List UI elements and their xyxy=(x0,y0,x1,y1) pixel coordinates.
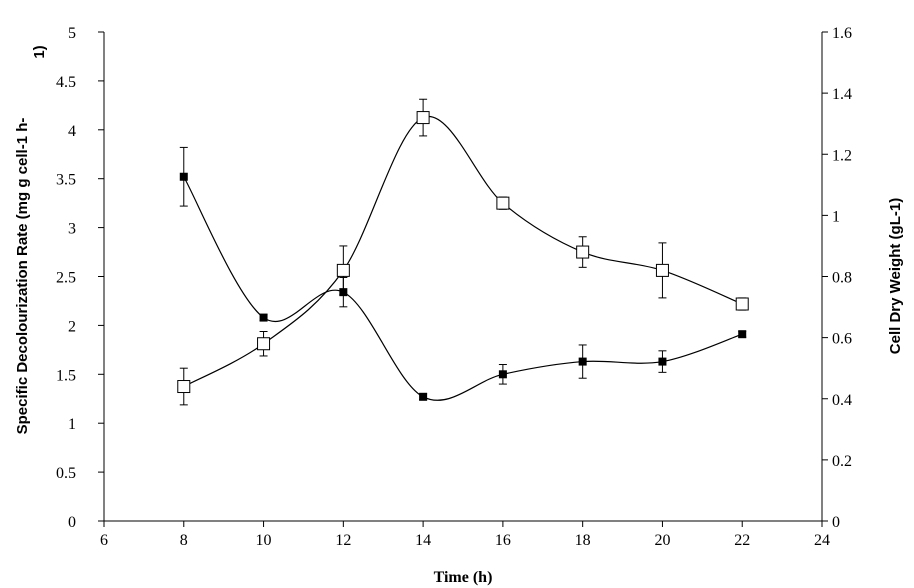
x-tick-label: 10 xyxy=(256,532,272,549)
series-1-point xyxy=(339,288,348,297)
x-axis-title: Time (h) xyxy=(434,569,493,586)
series-1-point xyxy=(498,370,507,379)
y-left-tick-label: 0.5 xyxy=(56,465,76,482)
x-tick-label: 20 xyxy=(654,532,670,549)
x-tick-label: 14 xyxy=(415,532,431,549)
x-tick-label: 22 xyxy=(734,532,750,549)
y-right-tick-label: 0.2 xyxy=(832,453,852,470)
y-left-tick-label: 1 xyxy=(68,416,76,433)
series-2-point xyxy=(496,196,510,210)
y-right-tick-label: 0 xyxy=(832,514,840,531)
y-right-tick-label: 1.4 xyxy=(832,86,852,103)
y-left-tick-label: 0 xyxy=(68,514,76,531)
series-1-point xyxy=(419,392,428,401)
series-2-point xyxy=(576,245,590,259)
series-2-point xyxy=(655,263,669,277)
y-left-axis-title-line2: 1) xyxy=(31,45,48,58)
markers xyxy=(177,111,749,401)
series-1-point xyxy=(738,330,747,339)
labels: Time (h) Specific Decolourization Rate (… xyxy=(14,45,904,586)
y-left-tick-label: 3 xyxy=(68,221,76,238)
series-2-point xyxy=(735,297,749,311)
y-right-tick-label: 1.6 xyxy=(832,25,852,42)
y-right-tick-label: 1.2 xyxy=(832,147,852,164)
y-left-axis-title-line1: Specific Decolourization Rate (mg g cell… xyxy=(14,118,31,435)
x-tick-label: 16 xyxy=(495,532,511,549)
y-right-tick-label: 0.6 xyxy=(832,331,852,348)
y-right-axis-title: Cell Dry Weight (gL-1) xyxy=(887,198,904,354)
series-1-line xyxy=(183,176,743,401)
y-left-tick-label: 2 xyxy=(68,318,76,335)
series-2-line xyxy=(183,115,743,388)
y-left-tick-label: 5 xyxy=(68,25,76,42)
y-left-tick-label: 4 xyxy=(68,123,76,140)
series-1-point xyxy=(578,357,587,366)
x-tick-label: 18 xyxy=(575,532,591,549)
x-tick-label: 8 xyxy=(180,532,188,549)
x-tick-label: 6 xyxy=(100,532,108,549)
series-1-point xyxy=(259,313,268,322)
x-tick-label: 12 xyxy=(335,532,351,549)
series-1-point xyxy=(658,357,667,366)
axes: 6 8 10 12 14 16 18 20 22 2400.511.522.533.544.550… xyxy=(56,25,852,549)
y-left-tick-label: 2.5 xyxy=(56,270,76,287)
series-2-point xyxy=(177,380,191,394)
y-left-tick-label: 3.5 xyxy=(56,172,76,189)
y-left-tick-label: 1.5 xyxy=(56,367,76,384)
y-left-tick-label: 4.5 xyxy=(56,74,76,91)
series-1-point xyxy=(179,172,188,181)
y-right-tick-label: 0.8 xyxy=(832,270,852,287)
series-2-point xyxy=(257,337,271,351)
y-right-tick-label: 0.4 xyxy=(832,392,852,409)
series-2-point xyxy=(416,111,430,125)
x-tick-label: 24 xyxy=(814,532,830,549)
series-2-point xyxy=(336,263,350,277)
y-right-tick-label: 1 xyxy=(832,208,840,225)
